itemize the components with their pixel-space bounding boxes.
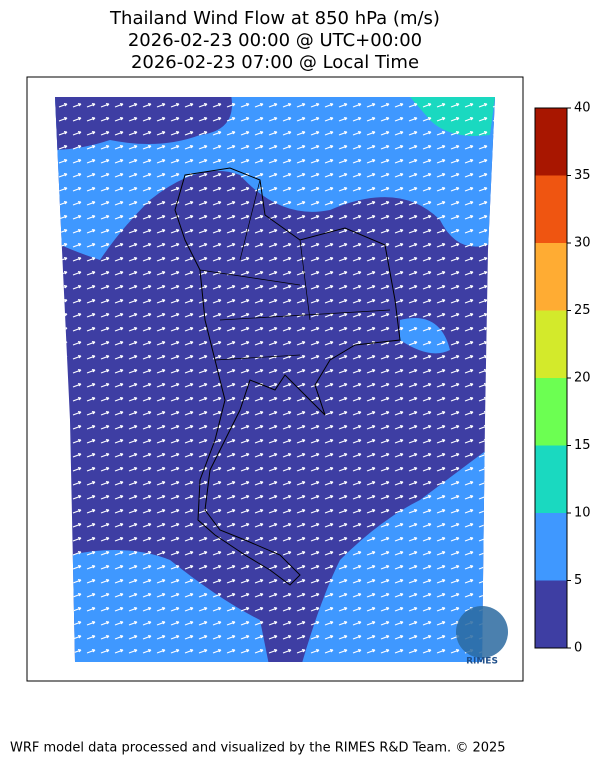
wind-field: [55, 97, 495, 662]
logo-emblem: [456, 606, 508, 658]
title-line: Thailand Wind Flow at 850 hPa (m/s): [109, 8, 440, 29]
colorbar-tick-label: 35: [574, 168, 591, 183]
wind-arrows: [55, 97, 495, 662]
colorbar-segment: [535, 108, 567, 176]
colorbar-tick-label: 25: [574, 303, 591, 318]
colorbar-tick-label: 15: [574, 438, 591, 453]
colorbar-segment: [535, 580, 567, 648]
colorbar-segment: [535, 310, 567, 378]
colorbar-segment: [535, 445, 567, 513]
colorbar-segment: [535, 175, 567, 243]
title-line: 2026-02-23 00:00 @ UTC+00:00: [128, 30, 422, 51]
footer: WRF model data processed and visualized …: [10, 741, 506, 756]
colorbar-tick-label: 5: [574, 573, 582, 588]
logo-text: RIMES: [466, 657, 498, 667]
colorbar-tick-label: 10: [574, 506, 591, 521]
colorbar-segment: [535, 243, 567, 311]
country-border: [174, 167, 401, 586]
province-borders: [199, 179, 391, 361]
colorbar-segment: [535, 513, 567, 581]
title-line: 2026-02-23 07:00 @ Local Time: [131, 52, 419, 73]
colorbar-tick-label: 40: [574, 101, 591, 116]
colorbar-tick-label: 30: [574, 236, 591, 251]
colorbar-segment: [535, 378, 567, 446]
colorbar-tick-label: 20: [574, 371, 591, 386]
colorbar-tick-label: 0: [574, 641, 582, 656]
colorbar: 0 5 10 15 20 25 30 35 40: [534, 101, 591, 656]
